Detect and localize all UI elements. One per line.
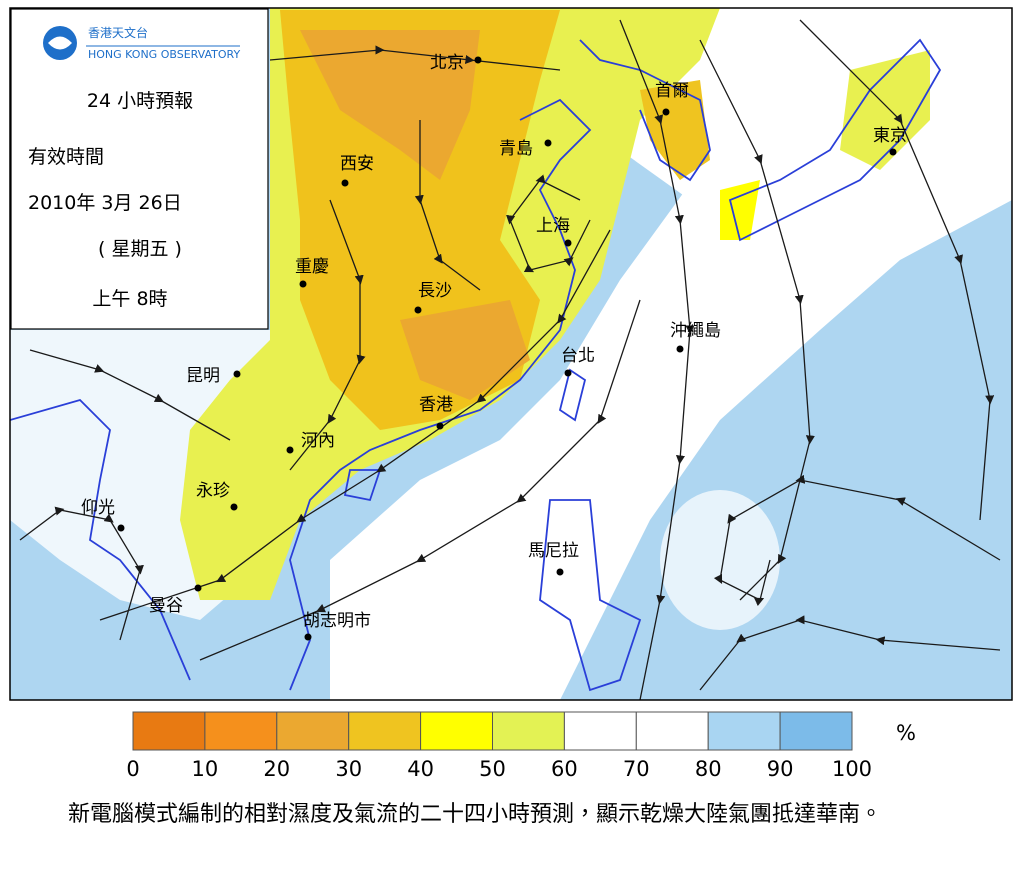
city-label: 仰光 xyxy=(81,498,115,518)
valid-time: 上午 8時 xyxy=(92,288,167,310)
colorbar-tick-label: 50 xyxy=(479,757,506,781)
city-dot xyxy=(474,56,482,64)
colorbar-tick-label: 10 xyxy=(192,757,219,781)
colorbar: 0 10 20 30 40 50 60 70 80 90 100 xyxy=(126,711,872,781)
colorbar-segment xyxy=(276,711,350,751)
valid-date: 2010年 3月 26日 xyxy=(28,192,182,214)
city-label: 上海 xyxy=(536,216,570,236)
city-dot xyxy=(286,446,294,454)
city-label: 西安 xyxy=(340,154,374,174)
city-label: 沖繩島 xyxy=(670,321,721,341)
colorbar-segment xyxy=(563,711,637,751)
city-label: 香港 xyxy=(419,395,453,415)
city-dot xyxy=(194,584,202,592)
map-frame xyxy=(9,7,1013,701)
colorbar-tick-label: 70 xyxy=(623,757,650,781)
city-label: 重慶 xyxy=(295,256,329,277)
city-dot xyxy=(233,370,241,378)
forecast-label: 24 小時預報 xyxy=(87,90,193,112)
caption: 新電腦模式編制的相對濕度及氣流的二十四小時預測，顯示乾燥大陸氣團抵達華南。 xyxy=(68,802,883,827)
colorbar-segment xyxy=(635,711,709,751)
map-figure: 北京首爾東京青島西安上海重慶長沙沖繩島台北昆明香港河內永珍仰光馬尼拉曼谷胡志明市… xyxy=(9,7,1013,781)
city-dot xyxy=(299,280,307,288)
colorbar-tick-label: 80 xyxy=(695,757,722,781)
colorbar-segment xyxy=(348,711,422,751)
city-dot xyxy=(230,503,238,511)
city-dot xyxy=(544,139,552,147)
city-label: 胡志明市 xyxy=(303,611,371,631)
colorbar-tick-label: 30 xyxy=(335,757,362,781)
legend-unit: % xyxy=(896,721,916,745)
colorbar-segment xyxy=(492,711,565,751)
city-label: 青島 xyxy=(499,139,533,159)
colorbar-tick-label: 100 xyxy=(832,757,872,781)
info-box: 香港天文台 HONG KONG OBSERVATORY 24 小時預報 有效時間… xyxy=(10,8,269,330)
city-dot xyxy=(117,524,125,532)
city-label: 昆明 xyxy=(186,366,220,386)
city-label: 首爾 xyxy=(655,81,689,101)
colorbar-tick-label: 0 xyxy=(126,757,139,781)
city-dot xyxy=(662,108,670,116)
colorbar-tick-label: 40 xyxy=(407,757,434,781)
colorbar-tick-label: 90 xyxy=(767,757,794,781)
city-dot xyxy=(564,239,572,247)
city-label: 東京 xyxy=(873,126,907,146)
city-label: 馬尼拉 xyxy=(528,541,579,561)
city-dot xyxy=(889,148,897,156)
city-dot xyxy=(414,306,422,314)
colorbar-segment xyxy=(707,711,781,751)
valid-label: 有效時間 xyxy=(28,146,104,168)
city-dot xyxy=(564,369,572,377)
valid-weekday: ( 星期五 ) xyxy=(98,238,182,260)
city-label: 河內 xyxy=(301,431,335,451)
colorbar-tick-label: 20 xyxy=(263,757,290,781)
city-label: 曼谷 xyxy=(149,596,183,616)
city-label: 台北 xyxy=(561,346,595,366)
colorbar-tick-label: 60 xyxy=(551,757,578,781)
city-dot xyxy=(304,633,312,641)
city-dot xyxy=(341,179,349,187)
city-label: 北京 xyxy=(430,53,464,73)
logo-cn: 香港天文台 xyxy=(88,25,148,40)
logo-en: HONG KONG OBSERVATORY xyxy=(88,48,240,61)
city-dot xyxy=(436,422,444,430)
colorbar-segment xyxy=(132,711,206,751)
colorbar-segment xyxy=(779,711,853,751)
streamlines xyxy=(19,19,1001,700)
city-label: 長沙 xyxy=(418,281,452,301)
city-dot xyxy=(556,568,564,576)
colorbar-segment xyxy=(420,711,494,751)
city-dot xyxy=(676,345,684,353)
colorbar-segment xyxy=(204,711,278,751)
city-label: 永珍 xyxy=(196,481,230,501)
